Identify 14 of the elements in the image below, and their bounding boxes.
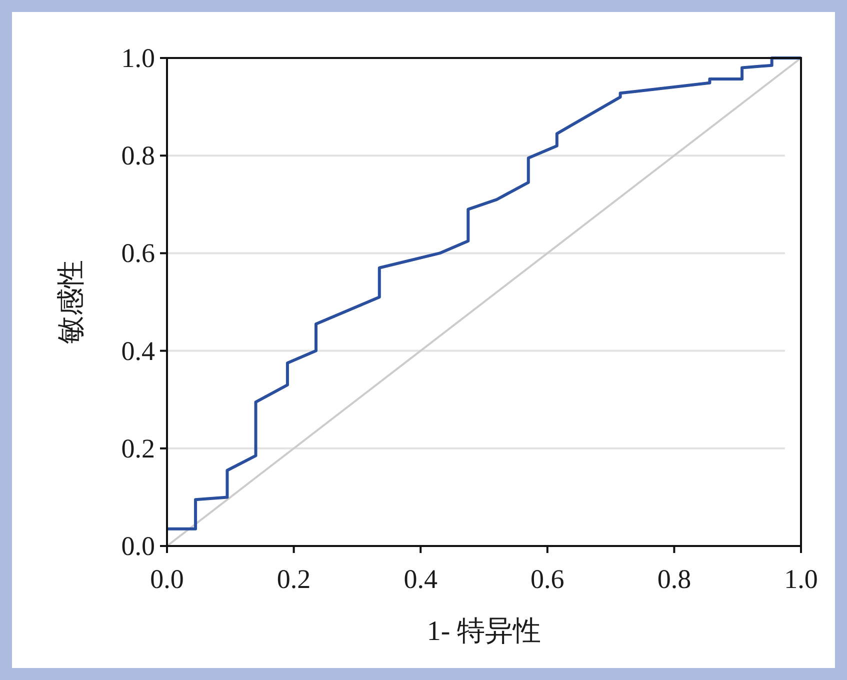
y-tick-label: 0.6 [121, 238, 155, 268]
y-tick-label: 0.8 [121, 140, 155, 171]
y-tick-label: 0.4 [121, 336, 156, 366]
x-tick-label: 0.2 [276, 564, 311, 594]
x-axis-title: 1- 特异性 [426, 616, 542, 647]
y-tick-label: 0.2 [121, 433, 155, 464]
x-tick-label: 0.8 [657, 564, 692, 594]
y-tick-label: 1.0 [121, 43, 155, 73]
x-tick-label: 0.0 [150, 564, 184, 594]
x-tick-label: 0.4 [404, 564, 438, 594]
x-tick-label: 0.6 [530, 564, 564, 594]
x-tick-label: 1.0 [784, 564, 818, 594]
y-axis-title: 敏感性 [56, 260, 87, 344]
y-tick-label: 0.0 [121, 531, 155, 561]
